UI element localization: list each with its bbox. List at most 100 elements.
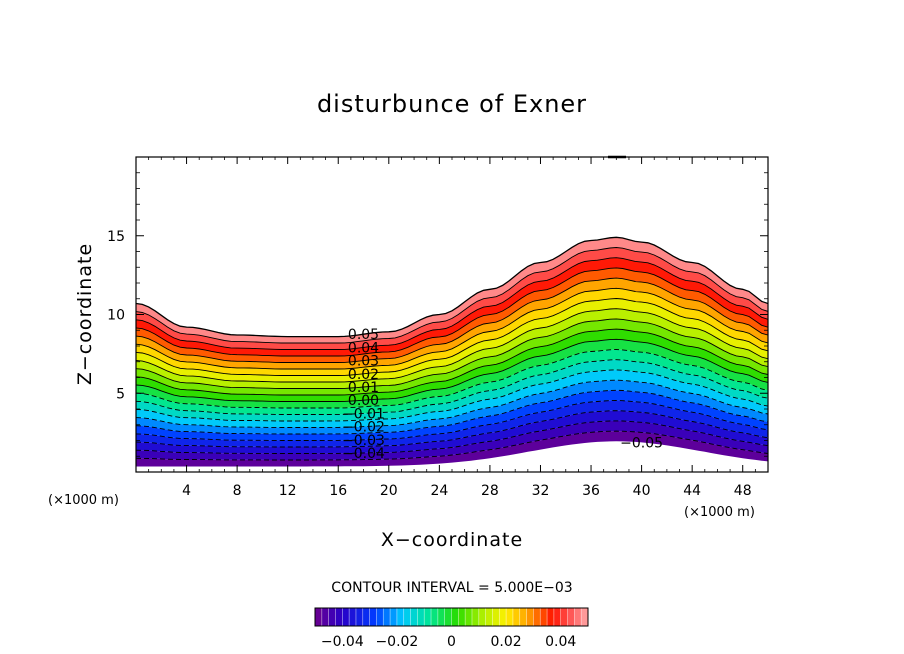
contour-line: [136, 400, 768, 441]
contour-band: [136, 247, 768, 350]
x-tick-label: 28: [481, 483, 499, 499]
colorbar-bin: [458, 608, 466, 626]
contour-band: [136, 420, 768, 460]
contour-line: [136, 349, 768, 409]
contour-band: [136, 410, 768, 454]
colorbar-bin: [526, 608, 534, 626]
colorbar-ticks: −0.04 −0.02 0 0.02 0.04: [321, 634, 577, 650]
x-tick-label: 40: [633, 483, 651, 499]
colorbar-bin: [383, 608, 391, 626]
contour-line: [136, 287, 768, 370]
colorbar-bin: [553, 608, 562, 626]
contour-labels: 0.050.040.030.020.010.00−0.01−0.02−0.03−…: [342, 327, 663, 462]
colorbar-bin: [512, 608, 521, 626]
colorbar-bin: [533, 608, 541, 626]
contour-band: [136, 339, 768, 408]
colorbar-bin: [424, 608, 432, 626]
contour-label: 0.00: [348, 393, 379, 409]
y-axis: 5 10 15: [107, 172, 768, 457]
y-axis-label: Z−coordinate: [74, 243, 96, 385]
x-unit-right: (×1000 m): [684, 505, 755, 520]
colorbar-bin: [574, 608, 582, 626]
colorbar-bin: [335, 608, 343, 626]
colorbar-bin: [471, 608, 480, 626]
colorbar-bin: [362, 608, 370, 626]
contour-fills: [136, 237, 768, 467]
colorbar-tick-label: 0: [447, 634, 456, 650]
colorbar: [314, 607, 589, 627]
contour-interval-text: CONTOUR INTERVAL = 5.000E−03: [331, 580, 572, 596]
colorbar-bin: [369, 608, 377, 626]
x-tick-label: 16: [329, 483, 347, 499]
colorbar-bin: [581, 608, 589, 626]
x-axis: 4 8 12 16 20 24 28 32 36 40 44 48: [148, 157, 756, 499]
colorbar-bin: [485, 608, 493, 626]
contour-line: [136, 267, 768, 357]
colorbar-bin: [451, 608, 459, 626]
colorbar-bin: [465, 608, 473, 626]
colorbar-bin: [560, 608, 568, 626]
contour-label: 0.05: [348, 327, 379, 343]
colorbar-bin: [376, 608, 384, 626]
contour-line: [136, 379, 768, 428]
contour-line: [136, 430, 768, 461]
colorbar-bin: [431, 608, 439, 626]
contour-label: 0.04: [348, 340, 379, 356]
colorbar-bin: [321, 608, 329, 626]
x-tick-label: 4: [182, 483, 191, 499]
x-tick-label: 44: [683, 483, 701, 499]
colorbar-bin: [355, 608, 364, 626]
contour-band: [136, 390, 768, 441]
x-tick-label: 12: [279, 483, 297, 499]
colorbar-tick-label: −0.02: [375, 634, 418, 650]
y-tick-label: 5: [116, 386, 125, 402]
contour-band: [136, 349, 768, 415]
x-tick-label: 8: [233, 483, 242, 499]
colorbar-bin: [417, 608, 425, 626]
colorbar-bin: [328, 608, 336, 626]
contour-band: [136, 380, 768, 434]
contour-band: [136, 318, 768, 395]
contour-band: [136, 288, 768, 376]
colorbar-frame: [314, 607, 589, 627]
chart-title: disturbunce of Exner: [317, 90, 587, 118]
colorbar-bin: [444, 608, 452, 626]
contour-line: [136, 277, 768, 363]
contour-line: [136, 247, 768, 344]
colorbar-bin: [390, 608, 398, 626]
colorbar-bin: [403, 608, 411, 626]
contour-line: [136, 389, 768, 435]
colorbar-bin: [499, 608, 507, 626]
contour-line: [136, 369, 768, 422]
colorbar-bin: [396, 608, 405, 626]
colorbar-bin: [519, 608, 527, 626]
colorbar-tick-label: −0.04: [321, 634, 364, 650]
contour-label: −0.03: [342, 433, 385, 449]
colorbar-bin: [349, 608, 357, 626]
contour-label: −0.05: [620, 435, 663, 451]
contour-band: [136, 308, 768, 389]
contour-line: [136, 318, 768, 389]
colorbar-bin: [437, 608, 445, 626]
contour-label: −0.01: [342, 406, 385, 422]
y-tick-label: 10: [107, 308, 125, 324]
contour-line: [136, 308, 768, 383]
contour-label: 0.03: [348, 354, 379, 370]
x-tick-label: 20: [380, 483, 398, 499]
colorbar-tick-label: 0.02: [491, 634, 522, 650]
contour-label: −0.02: [342, 420, 385, 436]
y-tick-label: 15: [107, 229, 125, 245]
colorbar-bin: [342, 608, 350, 626]
colorbar-bin: [540, 608, 548, 626]
colorbar-bin: [567, 608, 575, 626]
x-tick-label: 48: [734, 483, 752, 499]
contour-band: [136, 267, 768, 363]
contour-line: [136, 257, 768, 350]
colorbar-bin: [315, 608, 323, 626]
contour-band: [136, 298, 768, 382]
x-tick-label: 36: [582, 483, 600, 499]
colorbar-bin: [492, 608, 500, 626]
contour-line: [136, 420, 768, 454]
contour-band: [136, 237, 768, 343]
